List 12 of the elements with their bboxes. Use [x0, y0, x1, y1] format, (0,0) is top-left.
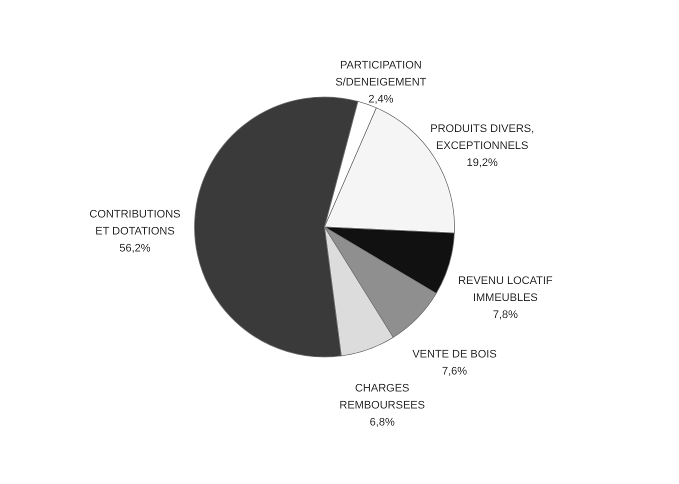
slice-label: PARTICIPATION S/DENEIGEMENT	[335, 59, 427, 88]
data-label: 7,8%	[492, 309, 518, 322]
slice-label: CHARGES REMBOURSEES	[339, 382, 425, 412]
data-label: 19,2%	[466, 156, 498, 169]
slice-label: CONTRIBUTIONS ET DOTATIONS	[89, 208, 180, 238]
data-label: 2,4%	[368, 93, 394, 106]
slice-label: PRODUITS DIVERS, EXCEPTIONNELS	[430, 122, 534, 152]
data-label: 56,2%	[119, 242, 151, 255]
slice-label: REVENU LOCATIF IMMEUBLES	[458, 275, 553, 304]
data-label: 6,8%	[370, 416, 395, 428]
slice-label: VENTE DE BOIS	[412, 348, 497, 360]
data-label: 7,6%	[442, 365, 468, 378]
